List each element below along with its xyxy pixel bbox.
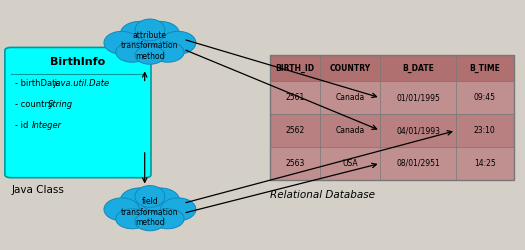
Text: - birthDate: - birthDate <box>15 78 64 88</box>
Text: B_DATE: B_DATE <box>402 64 434 73</box>
Text: field
transformation
method: field transformation method <box>121 197 178 227</box>
Ellipse shape <box>104 31 139 54</box>
Text: BIRTH_ID: BIRTH_ID <box>276 64 314 73</box>
Ellipse shape <box>161 31 196 54</box>
Ellipse shape <box>151 209 184 229</box>
Text: java.util.Date: java.util.Date <box>54 78 110 88</box>
Text: Canada: Canada <box>335 93 365 102</box>
Text: 2561: 2561 <box>286 93 304 102</box>
Text: BirthInfo: BirthInfo <box>50 57 106 67</box>
Ellipse shape <box>116 42 149 62</box>
Ellipse shape <box>104 198 139 221</box>
FancyBboxPatch shape <box>270 114 514 147</box>
Text: 2562: 2562 <box>286 126 304 135</box>
Ellipse shape <box>135 19 165 41</box>
Text: 23:10: 23:10 <box>474 126 496 135</box>
Ellipse shape <box>135 212 165 231</box>
Text: 09:45: 09:45 <box>474 93 496 102</box>
Ellipse shape <box>117 27 183 61</box>
Ellipse shape <box>140 188 180 212</box>
Text: Integer: Integer <box>32 121 62 130</box>
Text: Relational Database: Relational Database <box>270 190 375 200</box>
Ellipse shape <box>161 198 196 221</box>
Text: Canada: Canada <box>335 126 365 135</box>
Text: USA: USA <box>342 159 358 168</box>
Ellipse shape <box>140 21 180 45</box>
Ellipse shape <box>151 42 184 62</box>
Text: 01/01/1995: 01/01/1995 <box>396 93 440 102</box>
Text: 14:25: 14:25 <box>474 159 496 168</box>
FancyBboxPatch shape <box>270 82 514 114</box>
FancyBboxPatch shape <box>270 56 514 82</box>
Text: COUNTRY: COUNTRY <box>330 64 371 73</box>
Ellipse shape <box>135 46 165 64</box>
FancyBboxPatch shape <box>5 48 151 178</box>
FancyBboxPatch shape <box>270 147 514 180</box>
Text: B_TIME: B_TIME <box>469 64 500 73</box>
Ellipse shape <box>117 194 183 228</box>
Ellipse shape <box>116 209 149 229</box>
Text: - id: - id <box>15 121 32 130</box>
Text: 2563: 2563 <box>285 159 304 168</box>
Text: - country: - country <box>15 100 56 109</box>
Text: 08/01/2951: 08/01/2951 <box>396 159 440 168</box>
Text: Java Class: Java Class <box>11 185 64 195</box>
Ellipse shape <box>120 188 160 212</box>
Text: String: String <box>48 100 73 109</box>
Text: 04/01/1993: 04/01/1993 <box>396 126 440 135</box>
Ellipse shape <box>135 186 165 207</box>
Text: attribute
transformation
method: attribute transformation method <box>121 31 178 60</box>
Ellipse shape <box>120 21 160 45</box>
